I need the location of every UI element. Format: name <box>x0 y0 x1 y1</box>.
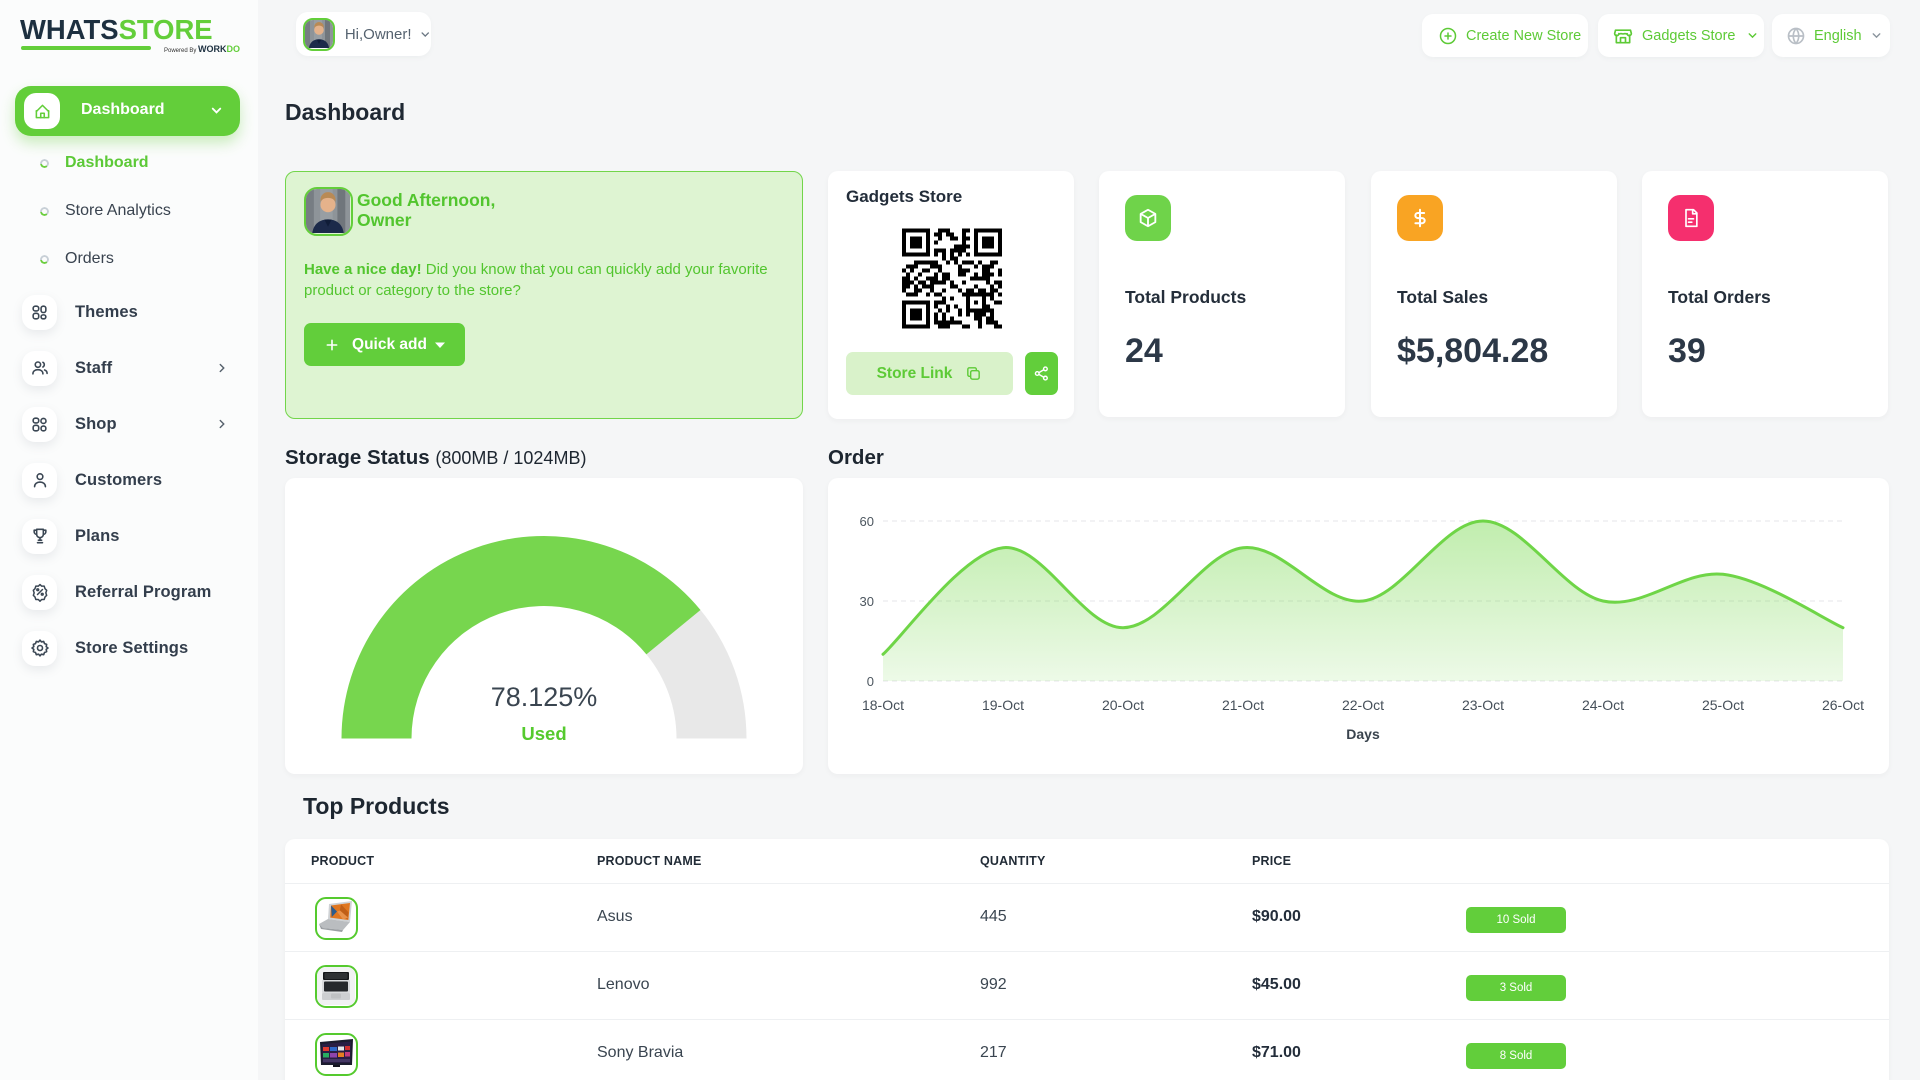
svg-text:23-Oct: 23-Oct <box>1462 697 1504 713</box>
svg-text:19-Oct: 19-Oct <box>982 697 1024 713</box>
svg-text:21-Oct: 21-Oct <box>1222 697 1264 713</box>
svg-text:0: 0 <box>867 674 874 689</box>
svg-text:30: 30 <box>860 594 874 609</box>
svg-text:Used: Used <box>521 723 566 744</box>
svg-text:24-Oct: 24-Oct <box>1582 697 1624 713</box>
svg-text:60: 60 <box>860 514 874 529</box>
svg-text:20-Oct: 20-Oct <box>1102 697 1144 713</box>
svg-text:18-Oct: 18-Oct <box>862 697 904 713</box>
svg-text:26-Oct: 26-Oct <box>1822 697 1864 713</box>
svg-text:Days: Days <box>1346 726 1380 742</box>
svg-text:25-Oct: 25-Oct <box>1702 697 1744 713</box>
svg-text:22-Oct: 22-Oct <box>1342 697 1384 713</box>
svg-text:78.125%: 78.125% <box>491 682 598 712</box>
